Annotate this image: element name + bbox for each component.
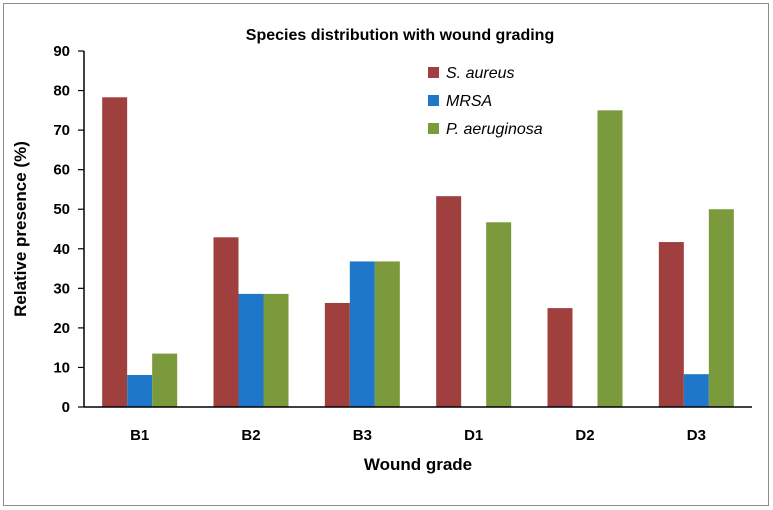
legend-swatch <box>428 67 439 78</box>
x-tick-label: D3 <box>687 427 706 444</box>
bar-d3-series-2 <box>683 374 709 407</box>
bar-b2-series-3 <box>263 293 289 407</box>
bar-b3-series-1 <box>324 302 350 407</box>
x-tick-label: D1 <box>464 427 483 444</box>
x-tick-label: D2 <box>575 427 594 444</box>
y-tick-label: 20 <box>53 320 70 337</box>
legend-swatch <box>428 123 439 134</box>
legend-label: S. aureus <box>446 65 514 82</box>
x-axis-label: Wound grade <box>364 455 472 474</box>
y-tick-label: 50 <box>53 201 70 218</box>
chart-title: Species distribution with wound grading <box>246 27 554 44</box>
x-tick-label: B3 <box>353 427 372 444</box>
y-tick-label: 60 <box>53 162 70 179</box>
y-tick-label: 70 <box>53 122 70 139</box>
y-tick-label: 10 <box>53 359 70 376</box>
y-tick-label: 0 <box>62 399 70 416</box>
legend: S. aureus MRSA P. aeruginosa <box>428 65 543 138</box>
x-tick-label: B2 <box>241 427 260 444</box>
y-tick-label: 40 <box>53 241 70 258</box>
bar-d1-series-3 <box>486 222 512 407</box>
bar-d1-series-1 <box>436 196 462 407</box>
chart-frame <box>3 3 769 506</box>
y-tick-label: 80 <box>53 83 70 100</box>
legend-label: P. aeruginosa <box>446 121 543 138</box>
x-tick-label: B1 <box>130 427 149 444</box>
bar-b1-series-2 <box>127 374 153 407</box>
bar-d3-series-1 <box>658 242 684 407</box>
bar-d2-series-1 <box>547 308 573 407</box>
y-axis-ticks: 0 10 20 30 40 50 60 70 80 90 <box>53 43 84 416</box>
bar-b2-series-2 <box>238 293 264 407</box>
bar-d2-series-3 <box>597 110 623 407</box>
bars-group <box>102 97 734 407</box>
y-tick-label: 90 <box>53 43 70 60</box>
x-axis-ticks: B1 B2 B3 D1 D2 D3 <box>130 427 706 444</box>
bar-b1-series-1 <box>102 97 128 407</box>
legend-label: MRSA <box>446 93 492 110</box>
bar-b3-series-3 <box>374 261 400 407</box>
legend-swatch <box>428 95 439 106</box>
y-axis-label: Relative presence (%) <box>11 141 30 317</box>
bar-b1-series-3 <box>152 353 178 407</box>
y-tick-label: 30 <box>53 280 70 297</box>
bar-d3-series-3 <box>708 209 734 407</box>
bar-b2-series-1 <box>213 237 239 407</box>
bar-b3-series-2 <box>349 261 375 407</box>
